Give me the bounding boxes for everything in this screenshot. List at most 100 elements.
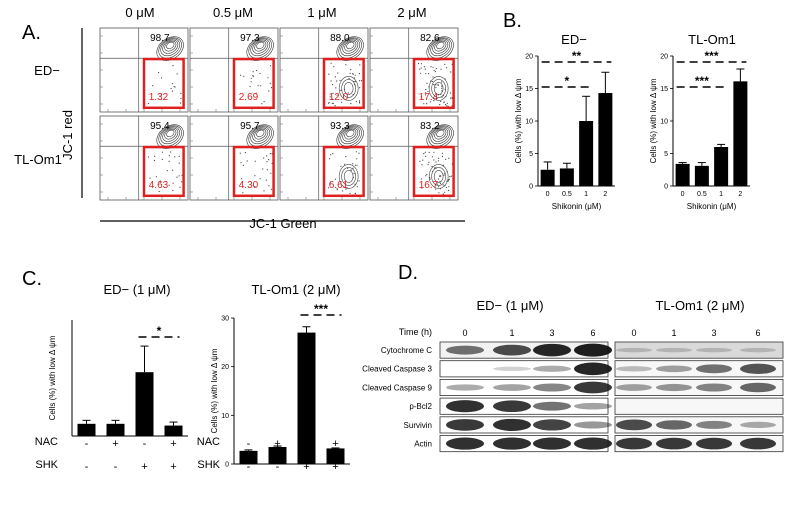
event-dot bbox=[358, 73, 360, 75]
lower-quadrant-value: 2.69 bbox=[239, 92, 259, 103]
event-dot bbox=[431, 156, 433, 158]
event-dot bbox=[436, 183, 438, 185]
highlight-gate bbox=[412, 145, 455, 198]
event-dot bbox=[435, 68, 437, 70]
event-dot bbox=[450, 97, 452, 99]
chart-title: TL-Om1 (2 μM) bbox=[251, 282, 340, 297]
contour-ring bbox=[156, 124, 184, 149]
lower-quadrant-value: 16.7 bbox=[419, 180, 439, 191]
x-tick-label: 1 bbox=[719, 191, 723, 198]
x-axis-label: Shikonin (μM) bbox=[552, 202, 602, 211]
event-dot bbox=[352, 163, 354, 165]
y-axis-label: Cells (%) with low Δ ψm bbox=[514, 78, 523, 163]
contour-ring bbox=[426, 124, 454, 149]
protein-band bbox=[740, 421, 776, 429]
conc-label-1: 0.5 μM bbox=[213, 5, 253, 20]
shk-sign: + bbox=[303, 461, 309, 473]
event-dot bbox=[448, 179, 450, 181]
event-dot bbox=[332, 102, 334, 105]
event-dot bbox=[423, 103, 425, 105]
event-dot bbox=[336, 94, 338, 96]
event-dot bbox=[433, 159, 435, 161]
event-dot bbox=[259, 72, 261, 75]
event-dot bbox=[433, 100, 435, 102]
event-dot bbox=[441, 81, 443, 83]
protein-band bbox=[574, 437, 612, 450]
bar bbox=[559, 168, 574, 186]
event-dot bbox=[270, 87, 272, 89]
event-dot bbox=[330, 182, 332, 184]
event-dot bbox=[254, 160, 256, 162]
event-dot bbox=[420, 96, 422, 98]
event-dot bbox=[424, 92, 427, 94]
event-dot bbox=[356, 164, 358, 166]
event-dot bbox=[358, 180, 360, 182]
protein-band bbox=[493, 400, 531, 413]
protein-band bbox=[446, 437, 484, 450]
event-dot bbox=[348, 78, 350, 80]
event-dot bbox=[268, 90, 270, 92]
event-dot bbox=[447, 189, 450, 192]
event-dot bbox=[263, 157, 265, 159]
protein-band bbox=[574, 402, 612, 410]
event-dot bbox=[428, 161, 430, 163]
contour-ring bbox=[250, 126, 271, 145]
contour-ring bbox=[160, 38, 181, 57]
protein-label: Actin bbox=[414, 440, 432, 449]
protein-band bbox=[616, 419, 652, 431]
event-dot bbox=[158, 190, 160, 193]
blot-strip-right bbox=[614, 397, 784, 415]
event-dot bbox=[448, 186, 450, 188]
protein-band bbox=[446, 345, 484, 355]
y-tick-label: 0 bbox=[529, 184, 533, 191]
upper-quadrant-value: 95.7 bbox=[240, 121, 260, 132]
blot-area: 0 0 1 1 3 3 6 6 Cytochrome C Cleaved Caspase 3 Cle… bbox=[362, 328, 784, 453]
event-dot bbox=[354, 74, 356, 76]
event-dot bbox=[161, 151, 163, 153]
bar bbox=[733, 81, 748, 186]
shk-sign: + bbox=[332, 461, 338, 473]
protein-band bbox=[574, 381, 612, 394]
event-dot bbox=[268, 159, 270, 161]
protein-band bbox=[533, 419, 571, 431]
contour-ring bbox=[340, 38, 361, 57]
protein-band bbox=[533, 437, 571, 450]
event-dot bbox=[336, 188, 338, 190]
protein-label: Cytochrome C bbox=[381, 346, 432, 355]
event-dot bbox=[445, 186, 447, 189]
significance-0-1-label: * bbox=[565, 74, 570, 88]
event-dot bbox=[435, 161, 437, 163]
protein-band bbox=[493, 384, 531, 391]
bar bbox=[579, 121, 594, 186]
contour-ring bbox=[246, 124, 274, 149]
flow-plot-r0-c0: 98.7 1.32 bbox=[99, 27, 189, 113]
conc-label-3: 2 μM bbox=[397, 5, 426, 20]
event-dot bbox=[147, 156, 149, 158]
x-tick-label: 1 bbox=[584, 191, 588, 198]
nac-sign: - bbox=[305, 438, 309, 450]
event-dot bbox=[441, 90, 443, 92]
event-dot bbox=[331, 102, 333, 104]
event-dot bbox=[344, 163, 346, 165]
event-dot bbox=[444, 191, 446, 193]
nac-label-left: NAC bbox=[35, 436, 58, 448]
event-dot bbox=[257, 84, 259, 87]
event-dot bbox=[420, 63, 422, 65]
y-tick-label: 20 bbox=[660, 54, 668, 61]
event-dot bbox=[334, 178, 336, 180]
event-dot bbox=[172, 189, 174, 192]
event-dot bbox=[438, 178, 440, 180]
bar bbox=[326, 448, 345, 464]
event-dot bbox=[249, 85, 251, 88]
contour-ring bbox=[166, 41, 175, 50]
event-dot bbox=[336, 189, 338, 191]
y-tick-label: 10 bbox=[221, 413, 229, 420]
shk-label-left: SHK bbox=[35, 459, 58, 471]
contour-ring bbox=[434, 128, 447, 140]
nac-sign: - bbox=[85, 438, 89, 450]
flow-plot-grid: 98.7 1.32 97.3 2.69 88.0 12.0 82.6 17.4 95.4 4.63… bbox=[99, 27, 459, 201]
upper-quadrant-value: 95.4 bbox=[150, 121, 170, 132]
event-dot bbox=[350, 103, 352, 105]
protein-band bbox=[616, 366, 652, 372]
